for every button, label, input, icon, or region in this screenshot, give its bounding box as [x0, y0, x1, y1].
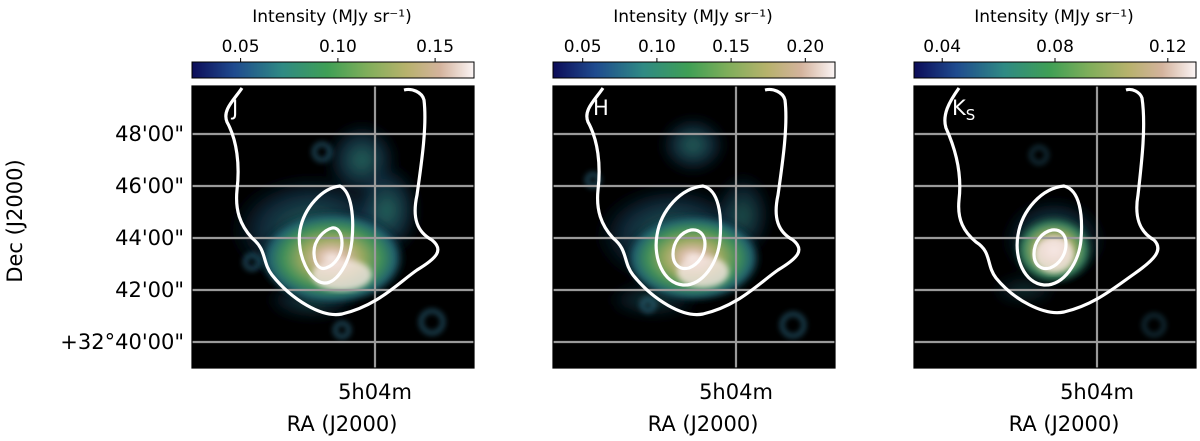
dec-axis-label: Dec (J2000) [3, 159, 27, 282]
colorbar-tick-label: 0.08 [1036, 37, 1074, 57]
dec-tick-label: +32°40'00" [60, 330, 184, 354]
intensity-map [553, 86, 835, 368]
colorbar-ticks: 0.04 0.08 0.12 [923, 37, 1187, 62]
band-label: KS [952, 96, 975, 124]
panel-frame [913, 85, 1197, 369]
dec-tick-label: 48'00" [115, 122, 184, 146]
colorbar-label: Intensity (MJy sr⁻¹) [252, 7, 411, 27]
ra-axis-label: RA (J2000) [648, 412, 759, 436]
colorbar [191, 61, 475, 79]
middle-contour [297, 184, 355, 285]
colorbar-ticks: 0.05 0.10 0.15 0.20 [564, 37, 824, 62]
ra-axis-label: RA (J2000) [287, 412, 398, 436]
dec-tick-label: 42'00" [115, 278, 184, 302]
panel-j: Intensity (MJy sr⁻¹) 0.05 0.10 0.15 [191, 7, 475, 436]
outer-contour [943, 87, 1160, 315]
contours [585, 87, 801, 317]
colorbar-tick-label: 0.20 [786, 37, 824, 57]
panel-frame [191, 85, 475, 369]
ra-tick-label: 5h04m [1060, 380, 1134, 404]
middle-contour [654, 184, 723, 287]
colorbar-tick-label: 0.10 [319, 37, 357, 57]
inner-contour [671, 228, 707, 271]
colorbar-ticks: 0.05 0.10 0.15 [222, 37, 454, 62]
middle-contour [1015, 184, 1084, 287]
panel-h: Intensity (MJy sr⁻¹) 0.05 0.10 0.15 0.20 [552, 7, 836, 436]
band-label-sub: S [966, 106, 976, 124]
colorbar-label: Intensity (MJy sr⁻¹) [613, 7, 772, 27]
contours [943, 87, 1160, 315]
panel-ks: Intensity (MJy sr⁻¹) 0.04 0.08 0.12 [913, 7, 1197, 436]
panel-frame [552, 85, 836, 369]
ra-tick-label: 5h04m [699, 380, 773, 404]
colorbar-tick-label: 0.10 [638, 37, 676, 57]
band-label-main: K [952, 96, 967, 120]
outer-contour [585, 87, 801, 317]
colorbar-tick-label: 0.12 [1149, 37, 1187, 57]
colorbar-tick-label: 0.04 [923, 37, 961, 57]
contours [224, 87, 440, 317]
colorbar [552, 61, 836, 79]
colorbar-tick-label: 0.05 [222, 37, 260, 57]
outer-contour [224, 87, 440, 317]
dec-tick-labels: 48'00" 46'00" 44'00" 42'00" +32°40'00" [60, 122, 184, 354]
colorbar [913, 61, 1197, 79]
dec-tick-label: 44'00" [115, 226, 184, 250]
colorbar-tick-label: 0.05 [564, 37, 602, 57]
colorbar-tick-label: 0.15 [416, 37, 454, 57]
ra-axis-label: RA (J2000) [1009, 412, 1120, 436]
inner-contour [312, 226, 344, 271]
colorbar-label: Intensity (MJy sr⁻¹) [974, 7, 1133, 27]
colorbar-tick-label: 0.15 [712, 37, 750, 57]
intensity-map [914, 86, 1196, 368]
ra-tick-label: 5h04m [338, 380, 412, 404]
band-label: J [230, 96, 238, 120]
inner-contour [1032, 228, 1068, 271]
band-label: H [593, 96, 609, 120]
dec-tick-label: 46'00" [115, 174, 184, 198]
